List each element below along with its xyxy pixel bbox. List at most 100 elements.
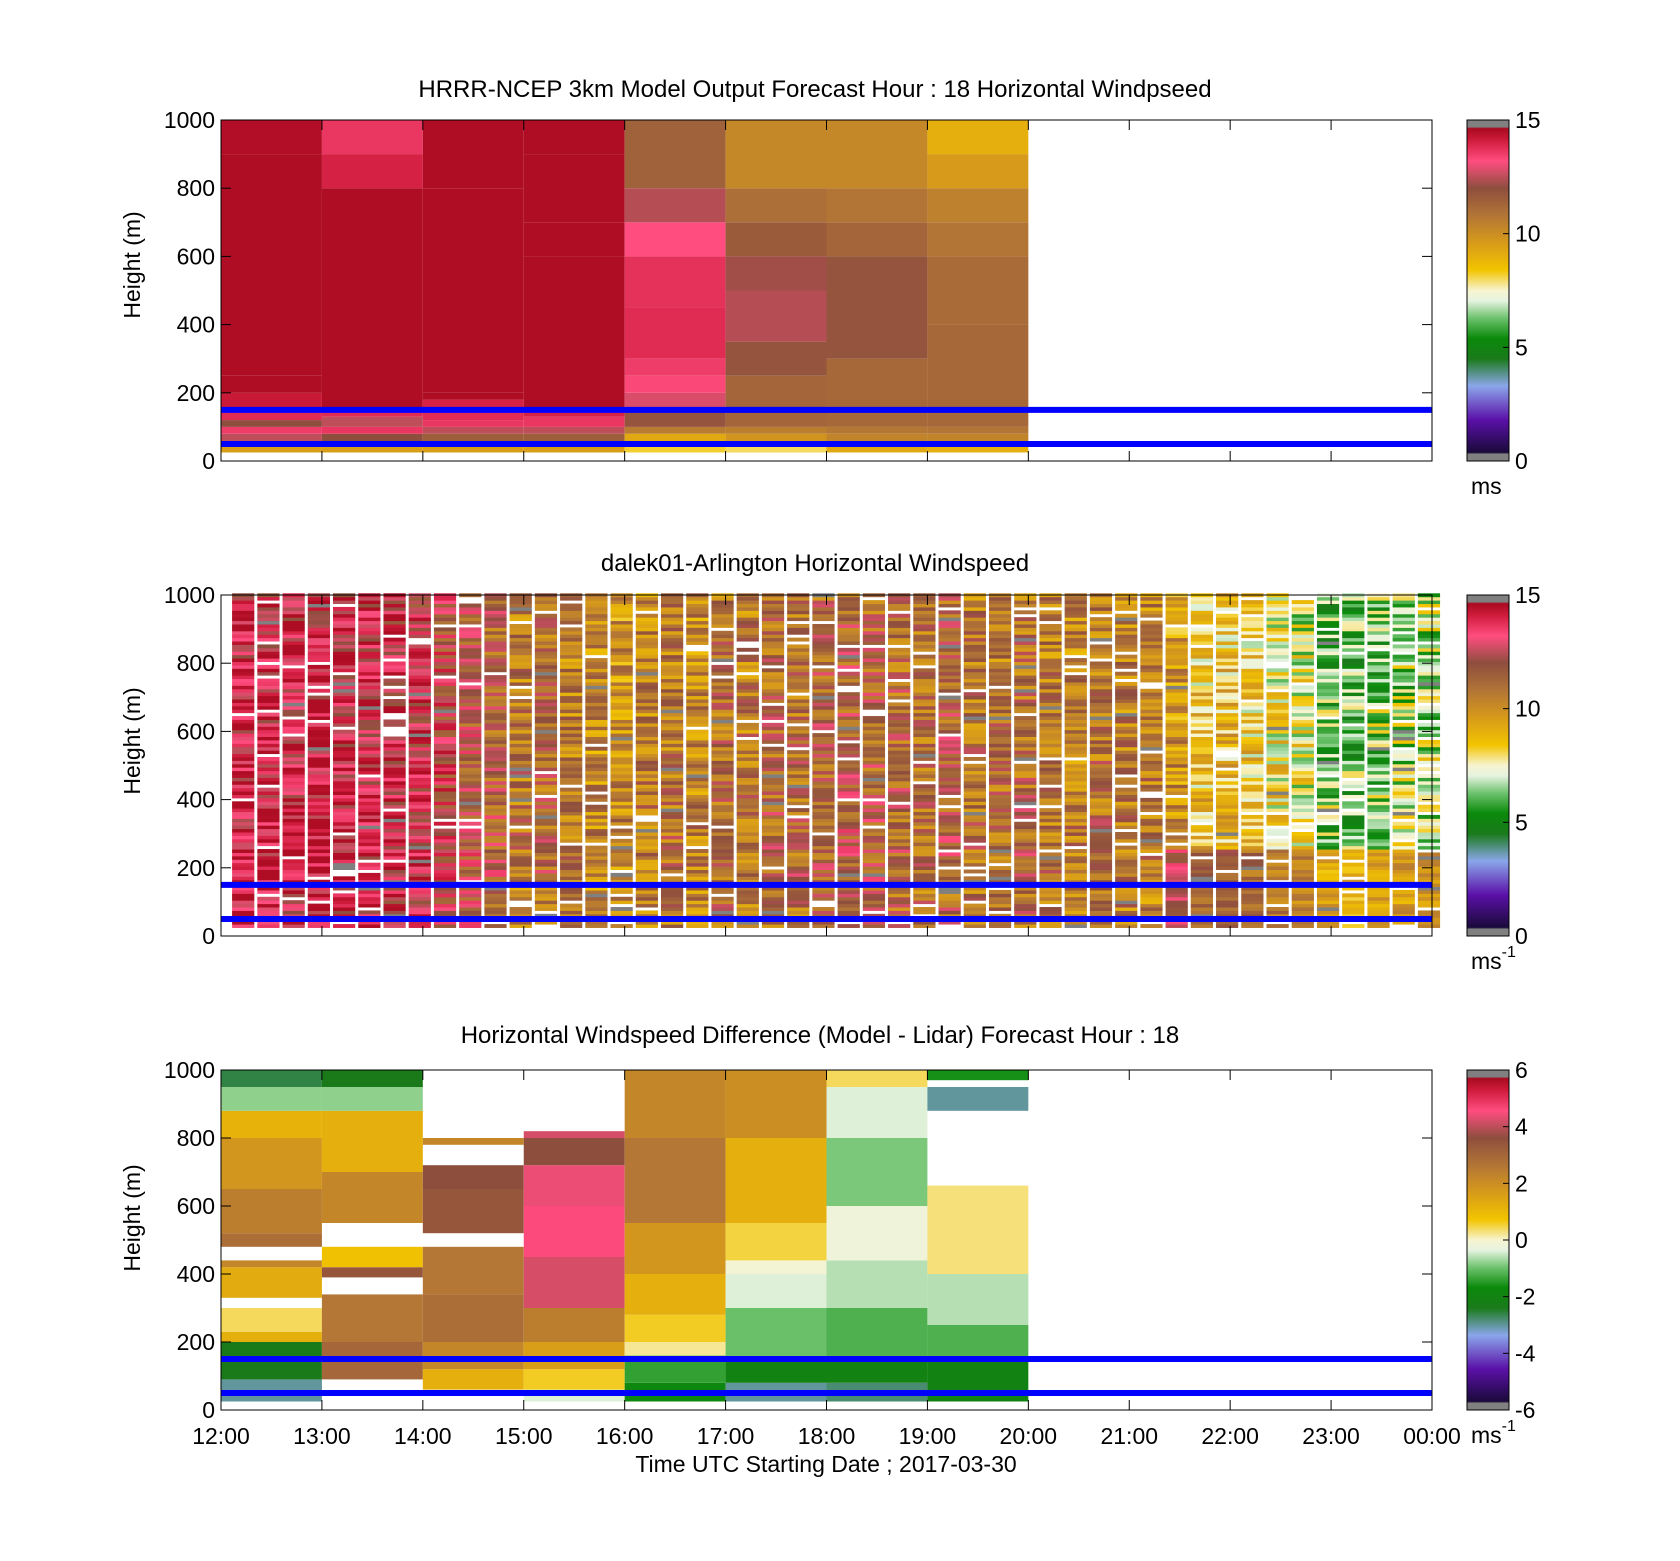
heatmap-cell — [711, 623, 734, 628]
heatmap-cell — [635, 896, 658, 901]
heatmap-cell — [282, 763, 305, 768]
heatmap-cell — [1291, 879, 1314, 884]
heatmap-cell — [837, 743, 860, 748]
heatmap-cell — [837, 828, 860, 833]
heatmap-cell — [1392, 668, 1415, 673]
heatmap-cell — [560, 869, 583, 874]
heatmap-cell — [988, 651, 1012, 656]
heatmap-cell — [862, 889, 886, 894]
heatmap-cell — [938, 750, 961, 755]
heatmap-cell — [282, 623, 305, 628]
heatmap-cell — [307, 623, 330, 628]
heatmap-cell — [1115, 685, 1138, 690]
heatmap-cell — [534, 835, 558, 840]
heatmap-cell — [1140, 763, 1163, 768]
heatmap-cell — [913, 671, 936, 676]
heatmap-cell — [610, 889, 633, 894]
heatmap-cell — [1342, 811, 1365, 816]
heatmap-cell — [408, 733, 431, 738]
heatmap-cell — [1241, 791, 1264, 795]
heatmap-cell — [938, 641, 961, 645]
heatmap-cell — [635, 664, 658, 669]
heatmap-cell — [459, 763, 482, 768]
heatmap-cell — [585, 651, 608, 656]
heatmap-cell — [1291, 623, 1314, 628]
heatmap-cell — [736, 849, 759, 853]
heatmap-cell — [736, 770, 759, 775]
heatmap-cell — [1392, 879, 1415, 884]
heatmap-cell — [1190, 637, 1214, 642]
heatmap-cell — [938, 910, 961, 915]
heatmap-cell — [1367, 876, 1390, 881]
heatmap-cell — [1014, 791, 1037, 795]
heatmap-cell — [1216, 787, 1239, 792]
heatmap-cell — [1115, 845, 1138, 850]
y-tick-label: 400 — [177, 1261, 215, 1287]
heatmap-cell — [963, 681, 986, 686]
colorbar-tick-label: 10 — [1515, 221, 1541, 247]
heatmap-cell — [1316, 879, 1340, 884]
y-tick-label: 0 — [202, 923, 215, 949]
heatmap-cell — [1115, 913, 1138, 918]
heatmap-cell — [862, 658, 886, 662]
heatmap-cell — [812, 613, 835, 618]
heatmap-cell — [1140, 889, 1163, 894]
heatmap-cell — [812, 695, 835, 700]
heatmap-cell — [711, 753, 734, 758]
heatmap-cell — [1367, 746, 1390, 751]
heatmap-cell — [534, 811, 558, 816]
heatmap-cell — [1417, 784, 1441, 789]
heatmap-cell — [1165, 777, 1188, 782]
heatmap-cell — [1064, 852, 1087, 857]
heatmap-cell — [913, 818, 936, 823]
heatmap-cell — [1316, 634, 1340, 639]
heatmap-cell — [610, 804, 633, 809]
heatmap-cell — [736, 838, 759, 843]
heatmap-cell — [812, 876, 835, 881]
heatmap-cell — [1417, 896, 1441, 901]
heatmap-cell — [1216, 644, 1239, 649]
heatmap-cell — [509, 709, 532, 714]
heatmap-cell — [1039, 695, 1062, 700]
heatmap-cell — [787, 685, 810, 690]
heatmap-cell — [358, 804, 381, 809]
heatmap-cell — [307, 910, 330, 915]
heatmap-cell — [1014, 695, 1037, 700]
heatmap-cell — [560, 835, 583, 840]
heatmap-cell — [938, 726, 961, 731]
heatmap-cell — [484, 603, 507, 608]
heatmap-cell — [610, 600, 633, 605]
heatmap-cell — [635, 903, 658, 908]
heatmap-cell — [509, 729, 532, 734]
heatmap-cell — [761, 808, 785, 813]
heatmap-cell — [523, 1206, 625, 1257]
heatmap-cell — [422, 120, 524, 189]
heatmap-cell — [660, 726, 684, 731]
heatmap-cell — [1089, 763, 1113, 768]
heatmap-cell — [333, 907, 356, 911]
heatmap-cell — [307, 780, 330, 785]
heatmap-cell — [913, 716, 936, 720]
heatmap-cell — [1216, 879, 1239, 884]
heatmap-cell — [711, 903, 734, 908]
heatmap-cell — [888, 791, 911, 795]
heatmap-cell — [1392, 664, 1415, 669]
heatmap-cell — [736, 900, 759, 905]
heatmap-cell — [1367, 688, 1390, 693]
heatmap-cell — [812, 869, 835, 874]
heatmap-cell — [913, 777, 936, 782]
heatmap-cell — [1291, 859, 1314, 864]
heatmap-cell — [408, 859, 431, 864]
heatmap-cell — [433, 661, 457, 666]
heatmap-cell — [1115, 818, 1138, 823]
heatmap-cell — [610, 872, 633, 877]
heatmap-cell — [1392, 733, 1415, 738]
heatmap-cell — [459, 736, 482, 741]
heatmap-cell — [711, 889, 734, 894]
heatmap-cell — [307, 726, 330, 731]
heatmap-cell — [888, 835, 911, 840]
heatmap-cell — [509, 661, 532, 666]
heatmap-cell — [484, 821, 507, 826]
heatmap-cell — [282, 889, 305, 894]
heatmap-cell — [660, 838, 684, 843]
